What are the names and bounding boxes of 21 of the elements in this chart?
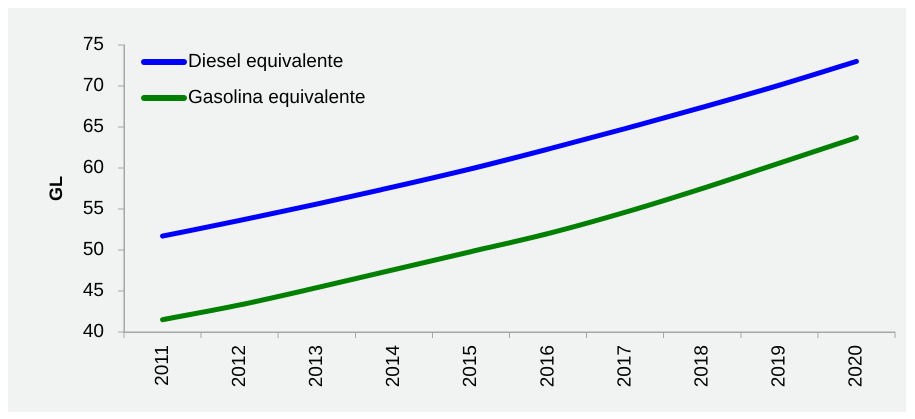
x-tick-label: 2013 [306, 345, 327, 388]
y-axis-title: GL [46, 176, 66, 201]
x-tick-label: 2014 [383, 344, 404, 388]
x-tick-label: 2015 [460, 345, 482, 388]
x-tick-label: 2011 [152, 345, 173, 386]
x-tick-label: 2019 [768, 345, 790, 388]
y-tick-label: 50 [82, 239, 104, 260]
x-tick-label: 2012 [228, 345, 250, 388]
y-tick-label: 55 [82, 198, 104, 220]
x-tick-label: 2016 [537, 345, 558, 388]
y-tick-label: 40 [82, 321, 104, 342]
y-tick-label: 65 [82, 116, 104, 138]
y-tick-label: 75 [82, 34, 104, 56]
x-tick-label: 2018 [691, 345, 712, 388]
legend-label: Diesel equivalente [188, 51, 344, 73]
x-tick-label: 2017 [614, 345, 636, 388]
x-tick-label: 2020 [846, 345, 867, 388]
y-tick-label: 70 [82, 75, 104, 96]
y-tick-label: 60 [82, 157, 104, 178]
legend-label: Gasolina equivalente [188, 87, 366, 109]
y-tick-label: 45 [82, 280, 104, 302]
